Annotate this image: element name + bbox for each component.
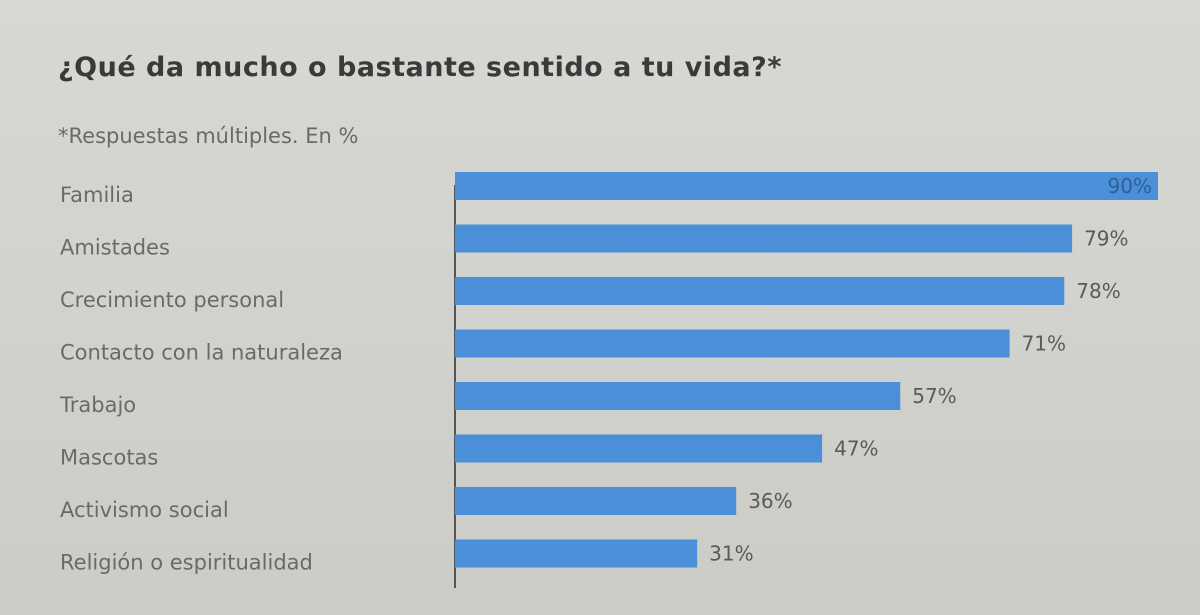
category-labels-group: Familia Amistades Crecimiento personal Cont…	[59, 183, 343, 575]
value-label: 78%	[1076, 279, 1120, 303]
bar-4	[455, 382, 901, 410]
category-label: Activismo social	[60, 498, 229, 522]
value-label: 47%	[834, 437, 878, 461]
category-label: Religión o espiritualidad	[60, 551, 313, 575]
chart-title: ¿Qué da mucho o bastante sentido a tu vi…	[58, 52, 782, 83]
bar-1	[455, 224, 1073, 253]
bar-2	[455, 277, 1065, 305]
value-label: 31%	[709, 542, 753, 566]
category-label: Trabajo	[59, 393, 136, 417]
bar-3	[455, 329, 1010, 358]
chart-subtitle: *Respuestas múltiples. En %	[58, 124, 359, 148]
bar-0	[455, 172, 1158, 200]
bars-group	[455, 172, 1158, 568]
value-labels-group: 90% 79% 78% 71% 57% 47% 36% 31%	[709, 174, 1152, 566]
category-label: Crecimiento personal	[60, 288, 284, 312]
category-label: Contacto con la naturaleza	[60, 341, 343, 365]
value-label: 90%	[1108, 174, 1152, 198]
value-label: 79%	[1084, 227, 1128, 251]
bar-6	[455, 487, 737, 515]
category-label: Amistades	[60, 236, 170, 260]
value-label: 71%	[1022, 332, 1066, 356]
category-label: Familia	[60, 183, 134, 207]
category-label: Mascotas	[60, 446, 158, 470]
bar-7	[455, 539, 698, 568]
value-label: 57%	[912, 384, 956, 408]
bar-5	[455, 434, 823, 463]
value-label: 36%	[748, 489, 792, 513]
